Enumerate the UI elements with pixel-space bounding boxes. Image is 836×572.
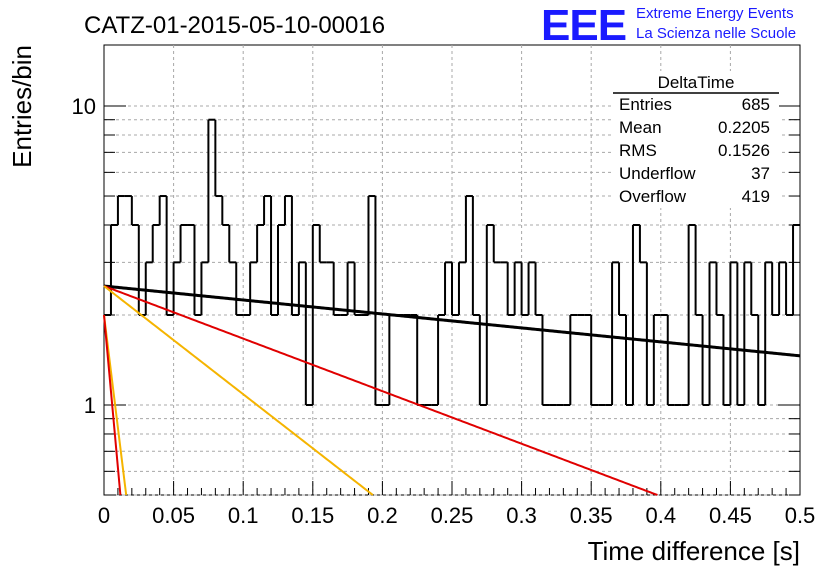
fit-curve <box>103 284 801 358</box>
stats-row-value: 685 <box>742 95 770 114</box>
logo-line2: La Scienza nelle Scuole <box>636 25 796 42</box>
logo-line1: Extreme Energy Events <box>636 5 794 22</box>
x-tick-label: 0.35 <box>570 503 613 528</box>
stats-row-value: 419 <box>742 187 770 206</box>
x-tick-label: 0.1 <box>228 503 259 528</box>
x-tick-label: 0.2 <box>367 503 398 528</box>
stats-row-value: 37 <box>751 164 770 183</box>
y-tick-label: 10 <box>72 94 96 119</box>
x-tick-label: 0.15 <box>291 503 334 528</box>
logo-mark: EEE <box>541 1 626 50</box>
y-tick-label: 1 <box>84 393 96 418</box>
stats-box: DeltaTime Entries 685 Mean 0.2205 RMS 0.1526 U… <box>613 71 779 208</box>
x-tick-label: 0.05 <box>152 503 195 528</box>
stats-row-label: Mean <box>619 118 662 137</box>
stats-box-background <box>613 71 779 208</box>
x-tick-label: 0.4 <box>646 503 677 528</box>
y-tick-labels: 1 10 <box>72 94 96 418</box>
stats-box-title: DeltaTime <box>658 73 735 92</box>
fit-curve <box>103 285 374 496</box>
chart-title: CATZ-01-2015-05-10-00016 <box>84 12 385 39</box>
stats-row-value: 0.2205 <box>718 118 770 137</box>
x-tick-label: 0.45 <box>709 503 752 528</box>
fit-curve <box>103 314 122 496</box>
fit-curves <box>103 284 801 496</box>
x-tick-label: 0.5 <box>785 503 816 528</box>
y-axis-label: Entries/bin <box>7 45 37 168</box>
stats-row-label: RMS <box>619 141 657 160</box>
fit-curve <box>103 285 658 496</box>
stats-row-label: Underflow <box>619 164 696 183</box>
eee-logo: EEE Extreme Energy Events La Scienza nel… <box>541 1 796 50</box>
x-tick-labels: 0 0.05 0.1 0.15 0.2 0.25 0.3 0.35 0.4 0.45 0.5 <box>98 503 815 528</box>
stats-rows: Entries 685 Mean 0.2205 RMS 0.1526 Underflow 37… <box>619 95 770 206</box>
stats-row-label: Overflow <box>619 187 687 206</box>
x-tick-label: 0.3 <box>506 503 537 528</box>
x-tick-label: 0 <box>98 503 110 528</box>
stats-row-value: 0.1526 <box>718 141 770 160</box>
x-tick-label: 0.25 <box>431 503 474 528</box>
x-axis-label: Time difference [s] <box>588 536 800 566</box>
stats-row-label: Entries <box>619 95 672 114</box>
